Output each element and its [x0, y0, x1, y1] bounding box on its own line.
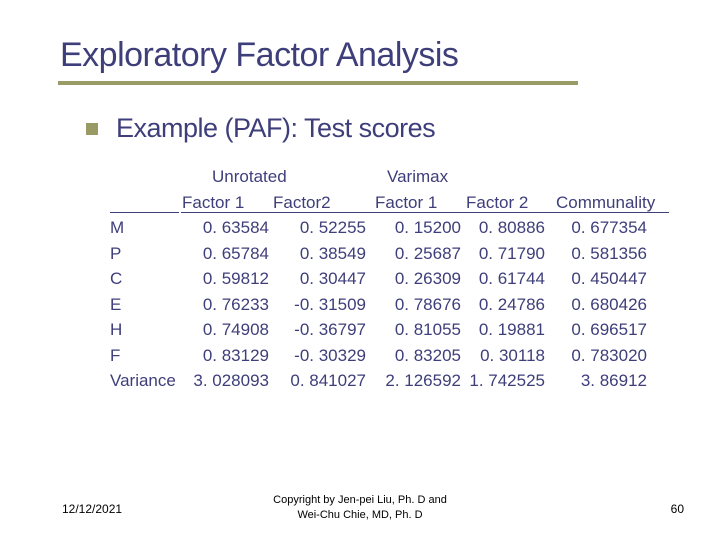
cell: 0. 74908: [190, 317, 269, 343]
cell: 0. 841027: [269, 368, 366, 394]
table-row: F 0. 83129 -0. 30329 0. 83205 0. 30118 0…: [110, 343, 680, 369]
table-row: P 0. 65784 0. 38549 0. 25687 0. 71790 0.…: [110, 241, 680, 267]
cell: 0. 80886: [461, 215, 545, 241]
cell: -0. 30329: [269, 343, 366, 369]
subtitle: Example (PAF): Test scores: [116, 113, 435, 144]
cell: 0. 59812: [190, 266, 269, 292]
footer-page-number: 60: [671, 502, 684, 516]
cell: 0. 61744: [461, 266, 545, 292]
cell: 0. 76233: [190, 292, 269, 318]
table-row: M 0. 63584 0. 52255 0. 15200 0. 80886 0.…: [110, 215, 680, 241]
cell: 0. 63584: [190, 215, 269, 241]
cell: 0. 783020: [545, 343, 647, 369]
row-label: F: [110, 343, 190, 369]
cell: 0. 30447: [269, 266, 366, 292]
bullet-icon: [86, 123, 98, 135]
cell: 0. 680426: [545, 292, 647, 318]
cell: 0. 581356: [545, 241, 647, 267]
cell: 0. 30118: [461, 343, 545, 369]
table-row-variance: Variance 3. 028093 0. 841027 2. 126592 1…: [110, 368, 680, 394]
cell: 0. 71790: [461, 241, 545, 267]
cell: 0. 38549: [269, 241, 366, 267]
cell: 1. 742525: [461, 368, 545, 394]
cell: 0. 83129: [190, 343, 269, 369]
cell: 3. 028093: [190, 368, 269, 394]
cell: -0. 36797: [269, 317, 366, 343]
footer-copyright: Copyright by Jen-pei Liu, Ph. D andWei-C…: [273, 493, 447, 522]
header-underline-left: [110, 212, 179, 214]
header-group-varimax: Varimax: [387, 164, 547, 190]
row-label: C: [110, 266, 190, 292]
cell: 2. 126592: [366, 368, 461, 394]
cell: 0. 15200: [366, 215, 461, 241]
cell: -0. 31509: [269, 292, 366, 318]
table-header-groups: Unrotated Varimax: [110, 164, 680, 190]
cell: 0. 65784: [190, 241, 269, 267]
cell: 0. 24786: [461, 292, 545, 318]
header-group-unrotated: Unrotated: [212, 164, 387, 190]
subtitle-row: Example (PAF): Test scores: [86, 113, 680, 144]
table-row: H 0. 74908 -0. 36797 0. 81055 0. 19881 0…: [110, 317, 680, 343]
slide-title: Exploratory Factor Analysis: [60, 36, 680, 75]
cell: 0. 83205: [366, 343, 461, 369]
slide: Exploratory Factor Analysis Example (PAF…: [0, 0, 720, 540]
data-table: Unrotated Varimax Factor 1 Factor2 Facto…: [110, 164, 680, 394]
cell: 0. 450447: [545, 266, 647, 292]
cell: 0. 78676: [366, 292, 461, 318]
title-underline: [58, 81, 578, 85]
cell: 0. 696517: [545, 317, 647, 343]
footer-date: 12/12/2021: [62, 502, 122, 516]
cell: 0. 19881: [461, 317, 545, 343]
row-label: H: [110, 317, 190, 343]
cell: 0. 52255: [269, 215, 366, 241]
table-header-columns: Factor 1 Factor2 Factor 1 Factor 2 Commu…: [110, 190, 680, 216]
cell: 3. 86912: [545, 368, 647, 394]
header-underline-right: [181, 212, 669, 214]
cell: 0. 81055: [366, 317, 461, 343]
cell: 0. 26309: [366, 266, 461, 292]
row-label: Variance: [110, 368, 190, 394]
table-row: E 0. 76233 -0. 31509 0. 78676 0. 24786 0…: [110, 292, 680, 318]
row-label: E: [110, 292, 190, 318]
row-label: M: [110, 215, 190, 241]
cell: 0. 25687: [366, 241, 461, 267]
row-label: P: [110, 241, 190, 267]
table-row: C 0. 59812 0. 30447 0. 26309 0. 61744 0.…: [110, 266, 680, 292]
cell: 0. 677354: [545, 215, 647, 241]
